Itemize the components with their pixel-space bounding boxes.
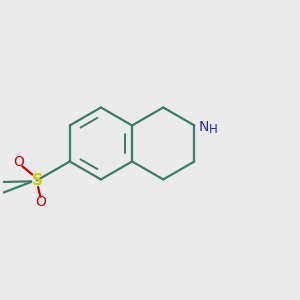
Text: S: S xyxy=(32,173,43,188)
Text: H: H xyxy=(209,123,218,136)
Text: O: O xyxy=(14,155,25,170)
Text: N: N xyxy=(198,120,209,134)
Text: O: O xyxy=(35,195,46,208)
